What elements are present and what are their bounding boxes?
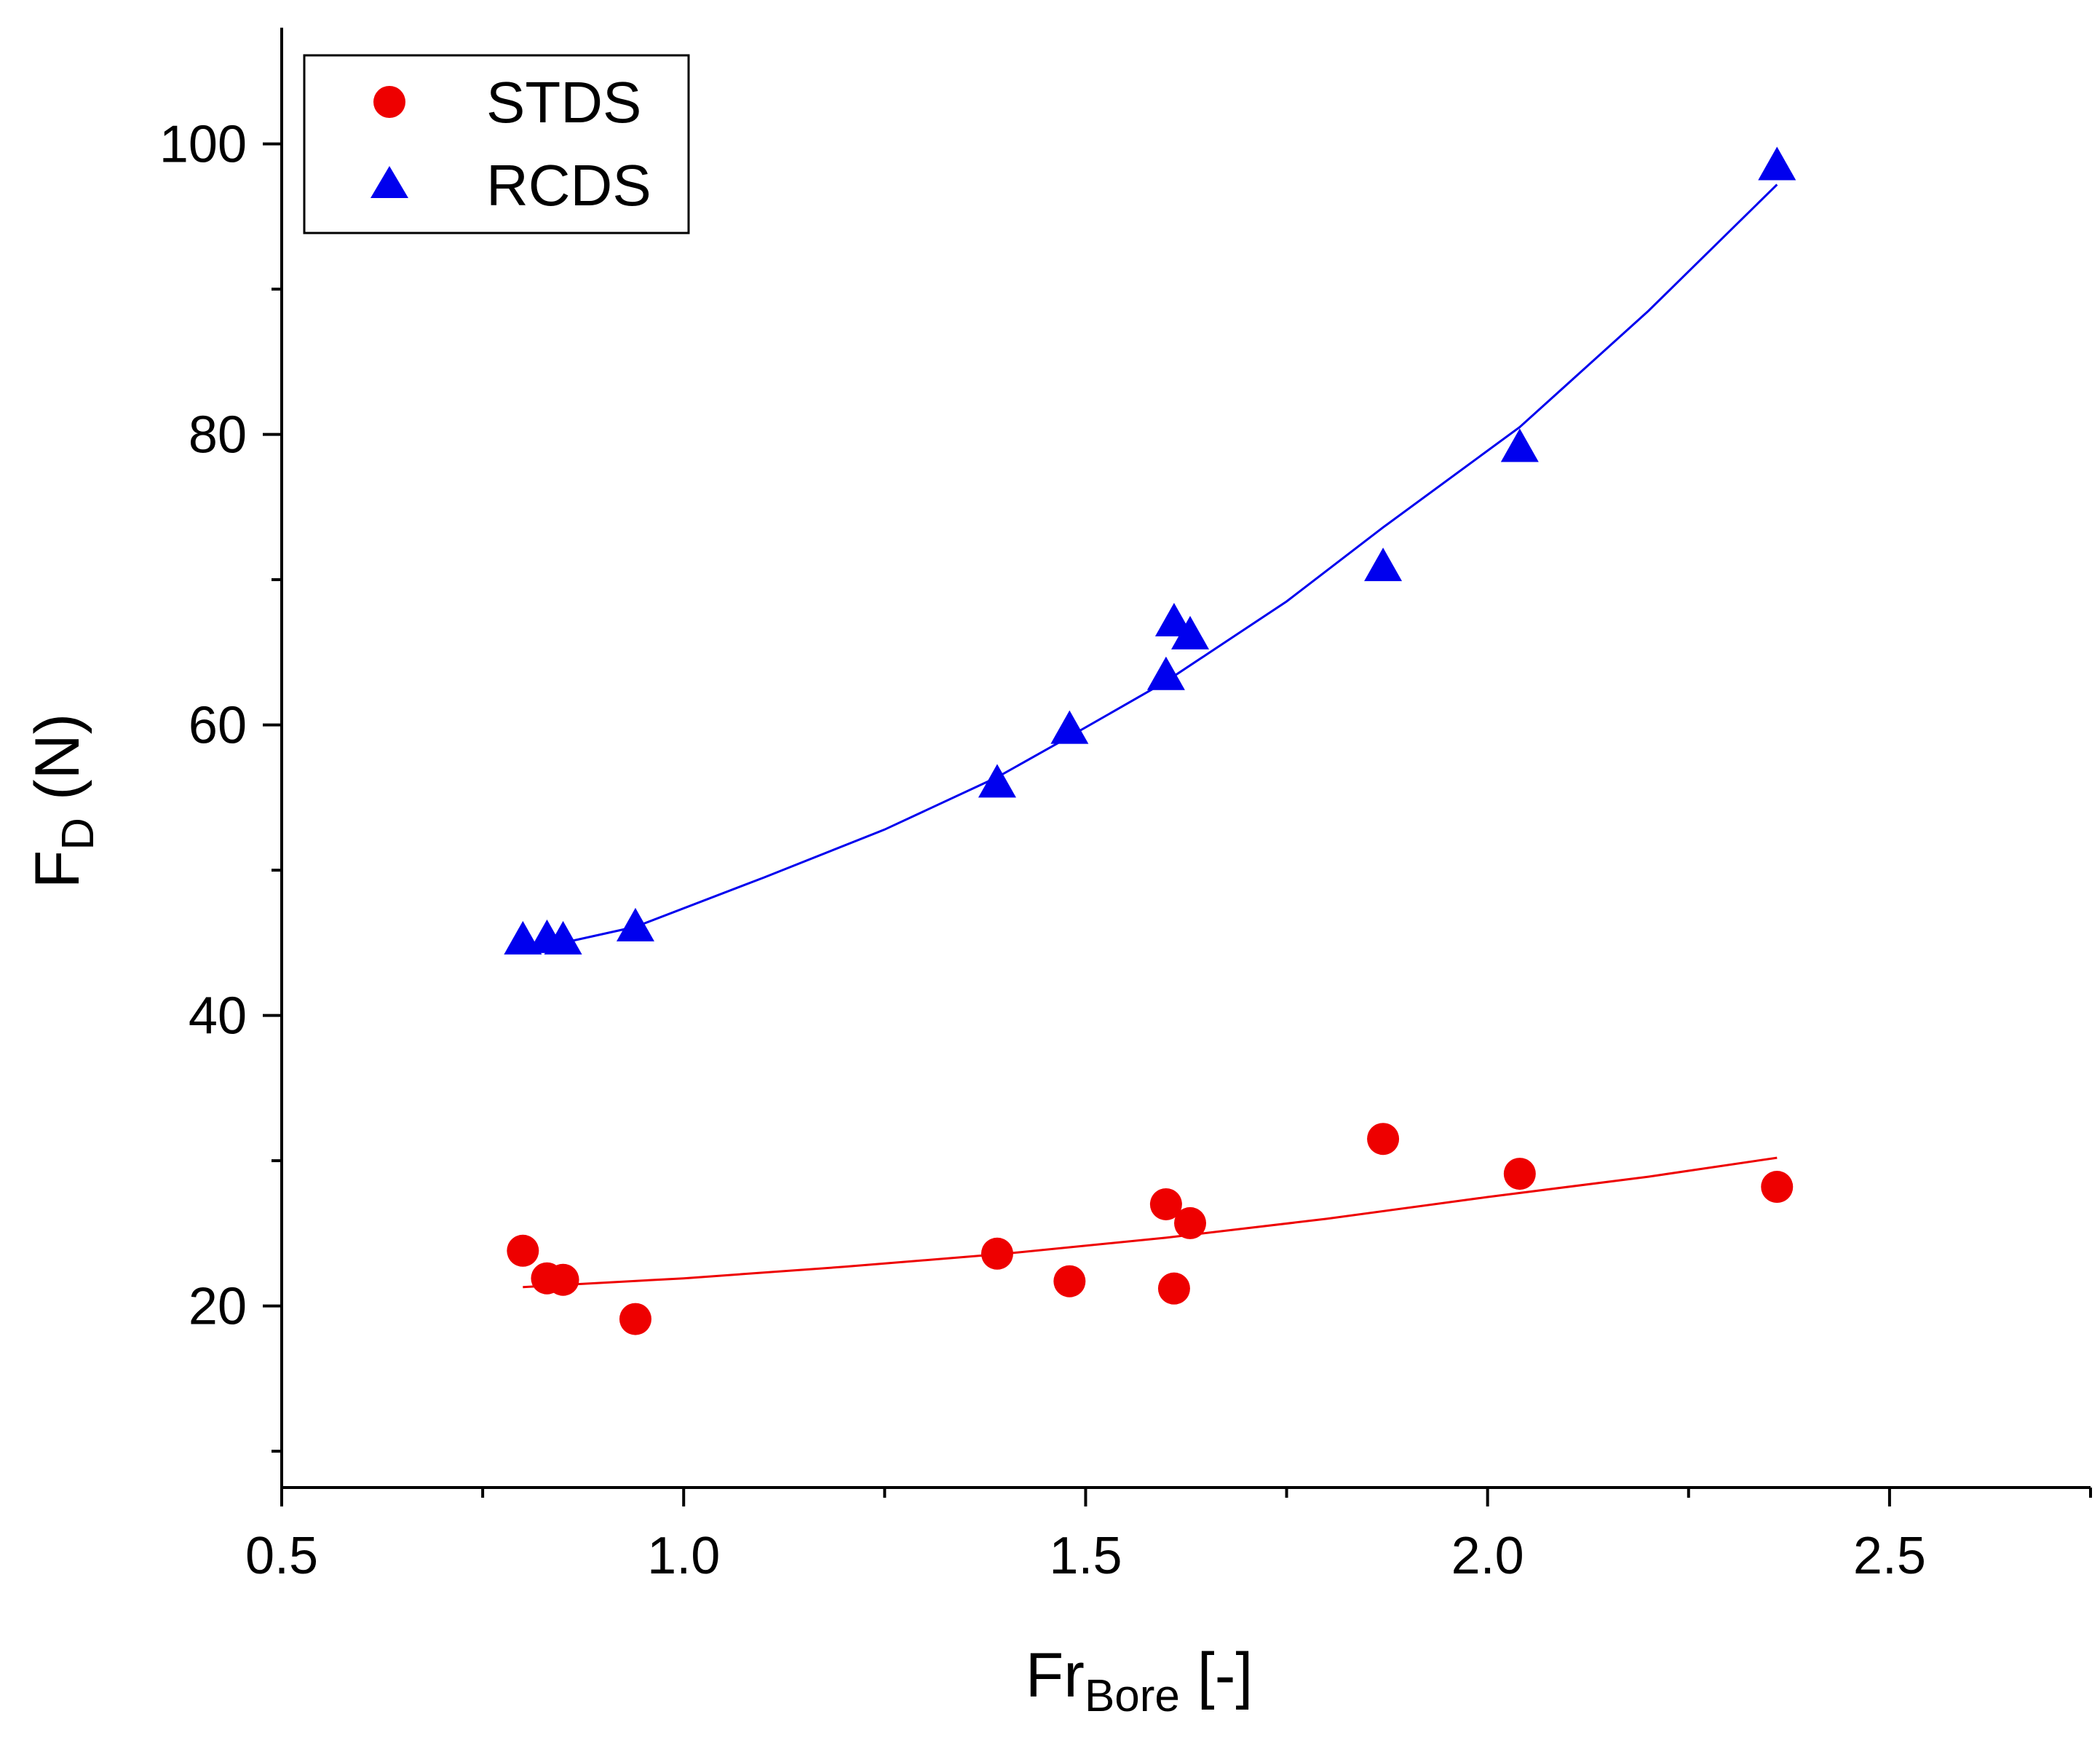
x-tick-label: 1.0 [647,1527,720,1585]
stds-point [1157,1272,1190,1305]
rcds-point [1171,615,1210,649]
x-tick-label: 0.5 [245,1527,318,1585]
rcds-point [1050,710,1089,744]
x-tick-label: 2.0 [1451,1527,1524,1585]
y-tick-label: 60 [189,697,247,755]
stds-point [619,1303,651,1335]
rcds-fit-line [523,183,1778,947]
legend-rcds-marker [371,166,408,198]
y-axis-label: FD (N) [23,714,103,889]
x-tick-label: 2.5 [1853,1527,1926,1585]
stds-point [1367,1123,1400,1156]
stds-point [547,1263,579,1296]
stds-point [507,1234,539,1267]
rcds-point [616,907,654,941]
stds-point [1053,1265,1086,1297]
stds-point [1503,1158,1536,1190]
stds-point [1174,1206,1207,1239]
y-tick-label: 80 [189,406,247,465]
y-tick-label: 100 [159,116,247,174]
legend: STDS RCDS [303,54,690,234]
rcds-point [1500,428,1539,462]
rcds-point [1758,146,1796,181]
legend-stds-label: STDS [486,70,641,135]
rcds-point [544,920,582,955]
data-points [504,146,1796,1335]
x-axis-label: FrBore [-] [1026,1640,1253,1721]
y-tick-label: 20 [189,1278,247,1336]
fit-lines [523,183,1778,1289]
rcds-point [1364,548,1403,582]
stds-fit-line [523,1156,1778,1289]
rcds-point [1146,656,1185,690]
legend-stds-marker [373,86,405,118]
rcds-point [978,764,1016,798]
axes: 0.5 1.0 1.5 2.0 2.5 20 40 60 80 100 [159,28,2092,1585]
stds-point [980,1237,1013,1270]
legend-rcds-label: RCDS [486,153,651,218]
legend-box [303,54,690,234]
y-tick-label: 40 [189,987,247,1046]
x-tick-label: 1.5 [1049,1527,1122,1585]
stds-point [1149,1188,1182,1220]
stds-point [1761,1171,1794,1204]
